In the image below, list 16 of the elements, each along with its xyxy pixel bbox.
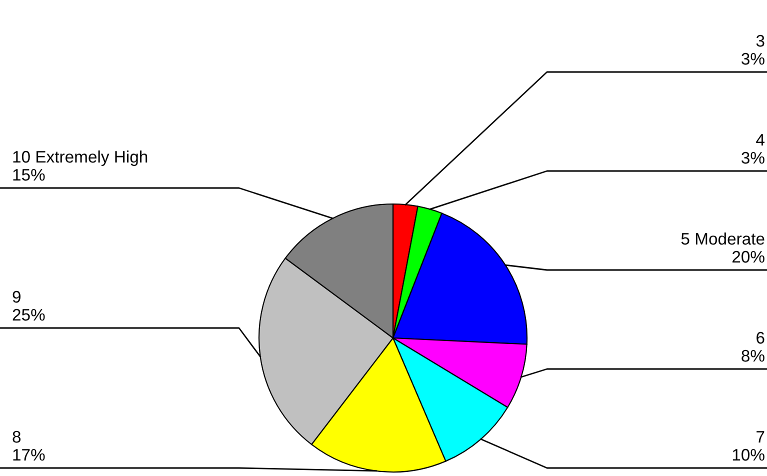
data-label: 3%: [742, 152, 764, 164]
slice-label: 9: [12, 290, 20, 303]
slice-label: 7: [756, 431, 764, 443]
slice-label: 8: [12, 430, 21, 443]
slice-label: 10 Extremely High: [13, 150, 148, 166]
slice-label: 6: [756, 332, 764, 344]
slice-label: 3: [756, 34, 764, 47]
slice-label: 4: [756, 134, 765, 146]
data-label: 8%: [742, 350, 764, 362]
data-label: 10%: [732, 448, 764, 461]
data-label: 20%: [732, 250, 764, 263]
data-label: 3%: [742, 52, 764, 65]
data-label: 17%: [13, 448, 45, 461]
data-label: 15%: [13, 168, 45, 181]
slice-label: 5 Moderate: [681, 232, 764, 245]
data-label: 25%: [12, 308, 45, 321]
